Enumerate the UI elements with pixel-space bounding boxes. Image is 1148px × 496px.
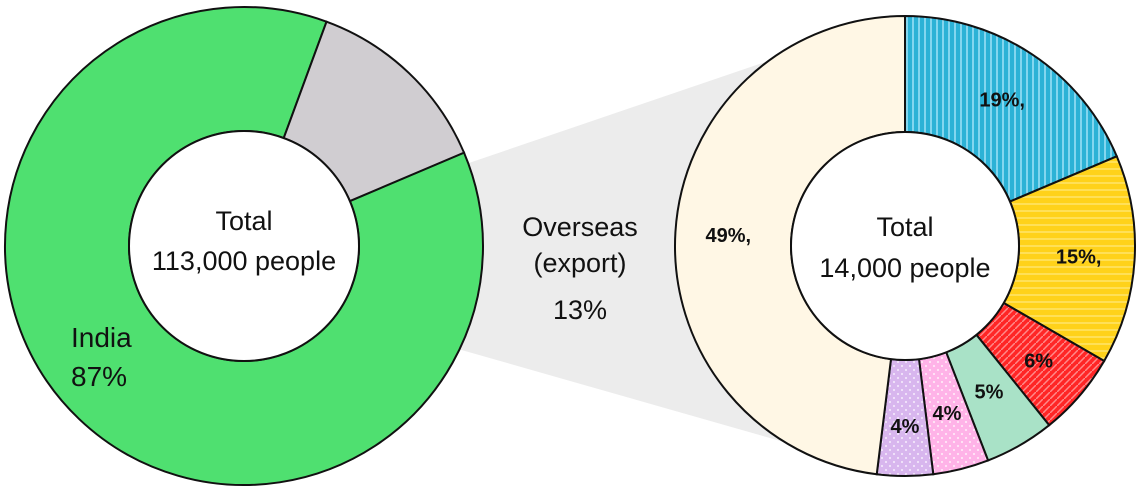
india-value-label: 87% — [71, 361, 127, 392]
right-slice-labels: 19%, 15%, 6% 5% 4% 4% 49%, — [706, 89, 1102, 438]
overseas-export-label: (export) — [533, 248, 626, 278]
right-slice-label-1: 15%, — [1056, 247, 1102, 269]
right-slice-label-4: 4% — [933, 403, 962, 425]
left-center-people-label: 113,000 people — [152, 246, 336, 276]
overseas-value-label: 13% — [553, 295, 607, 325]
right-slice-label-6: 49%, — [706, 225, 752, 247]
right-slice-label-0: 19%, — [979, 89, 1025, 111]
left-donut-chart — [4, 6, 484, 486]
left-center-total-label: Total — [215, 206, 272, 236]
right-donut-chart — [674, 14, 1136, 477]
overseas-title-label: Overseas — [522, 212, 638, 242]
left-center-hole — [128, 130, 360, 362]
right-slice-label-3: 5% — [975, 381, 1004, 403]
right-slice-label-2: 6% — [1024, 351, 1053, 373]
right-slice-label-5: 4% — [891, 416, 920, 438]
right-center-total-label: Total — [876, 212, 933, 242]
right-center-hole — [790, 131, 1020, 361]
india-name-label: India — [71, 322, 132, 353]
right-center-people-label: 14,000 people — [819, 253, 990, 283]
